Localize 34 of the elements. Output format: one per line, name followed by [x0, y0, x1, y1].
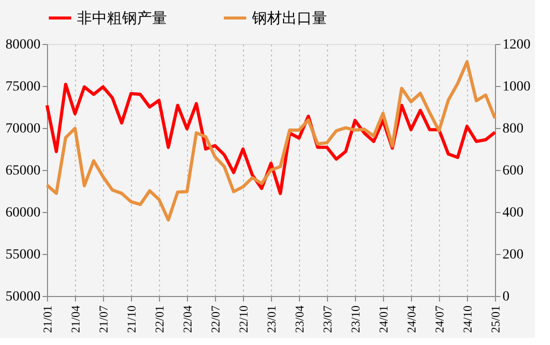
x-tick-label: 24/07	[432, 306, 446, 333]
y2-tick-label: 1000	[502, 80, 530, 94]
x-tick-label: 23/01	[264, 306, 278, 333]
y2-tick-label: 600	[502, 164, 524, 178]
y2-tick-label: 400	[502, 206, 524, 220]
y-tick-label: 50000	[6, 290, 40, 304]
y-tick-label: 60000	[6, 206, 40, 220]
x-tick-label: 25/01	[488, 306, 502, 333]
legend-label: 非中粗钢产量	[77, 10, 167, 27]
x-tick-label: 22/07	[208, 306, 222, 333]
x-tick-label: 22/10	[236, 306, 250, 333]
y-tick-label: 75000	[6, 80, 40, 94]
line-series	[45, 60, 497, 222]
x-tick-label: 24/10	[460, 306, 474, 333]
y-tick-label: 70000	[6, 122, 40, 136]
x-tick-label: 24/01	[376, 306, 390, 333]
x-tick-label: 23/10	[348, 306, 362, 333]
x-tick-label: 21/01	[40, 306, 54, 333]
y2-tick-label: 0	[502, 290, 510, 304]
x-tick-label: 21/04	[68, 306, 82, 333]
x-tick-label: 22/04	[180, 306, 194, 333]
y-tick-label: 65000	[6, 164, 40, 178]
legend-label: 钢材出口量	[251, 10, 327, 27]
x-tick-label: 23/04	[292, 306, 306, 333]
y2-tick-label: 1200	[502, 38, 530, 52]
y-tick-label: 80000	[6, 38, 40, 52]
x-tick-label: 21/10	[124, 306, 138, 333]
x-tick-label: 24/04	[404, 306, 418, 333]
y2-tick-label: 800	[502, 122, 524, 136]
x-tick-label: 21/07	[96, 306, 110, 333]
x-tick-label: 22/01	[152, 306, 166, 333]
y2-tick-label: 200	[502, 248, 524, 262]
x-tick-label: 23/07	[320, 306, 334, 333]
y-tick-label: 55000	[6, 248, 40, 262]
